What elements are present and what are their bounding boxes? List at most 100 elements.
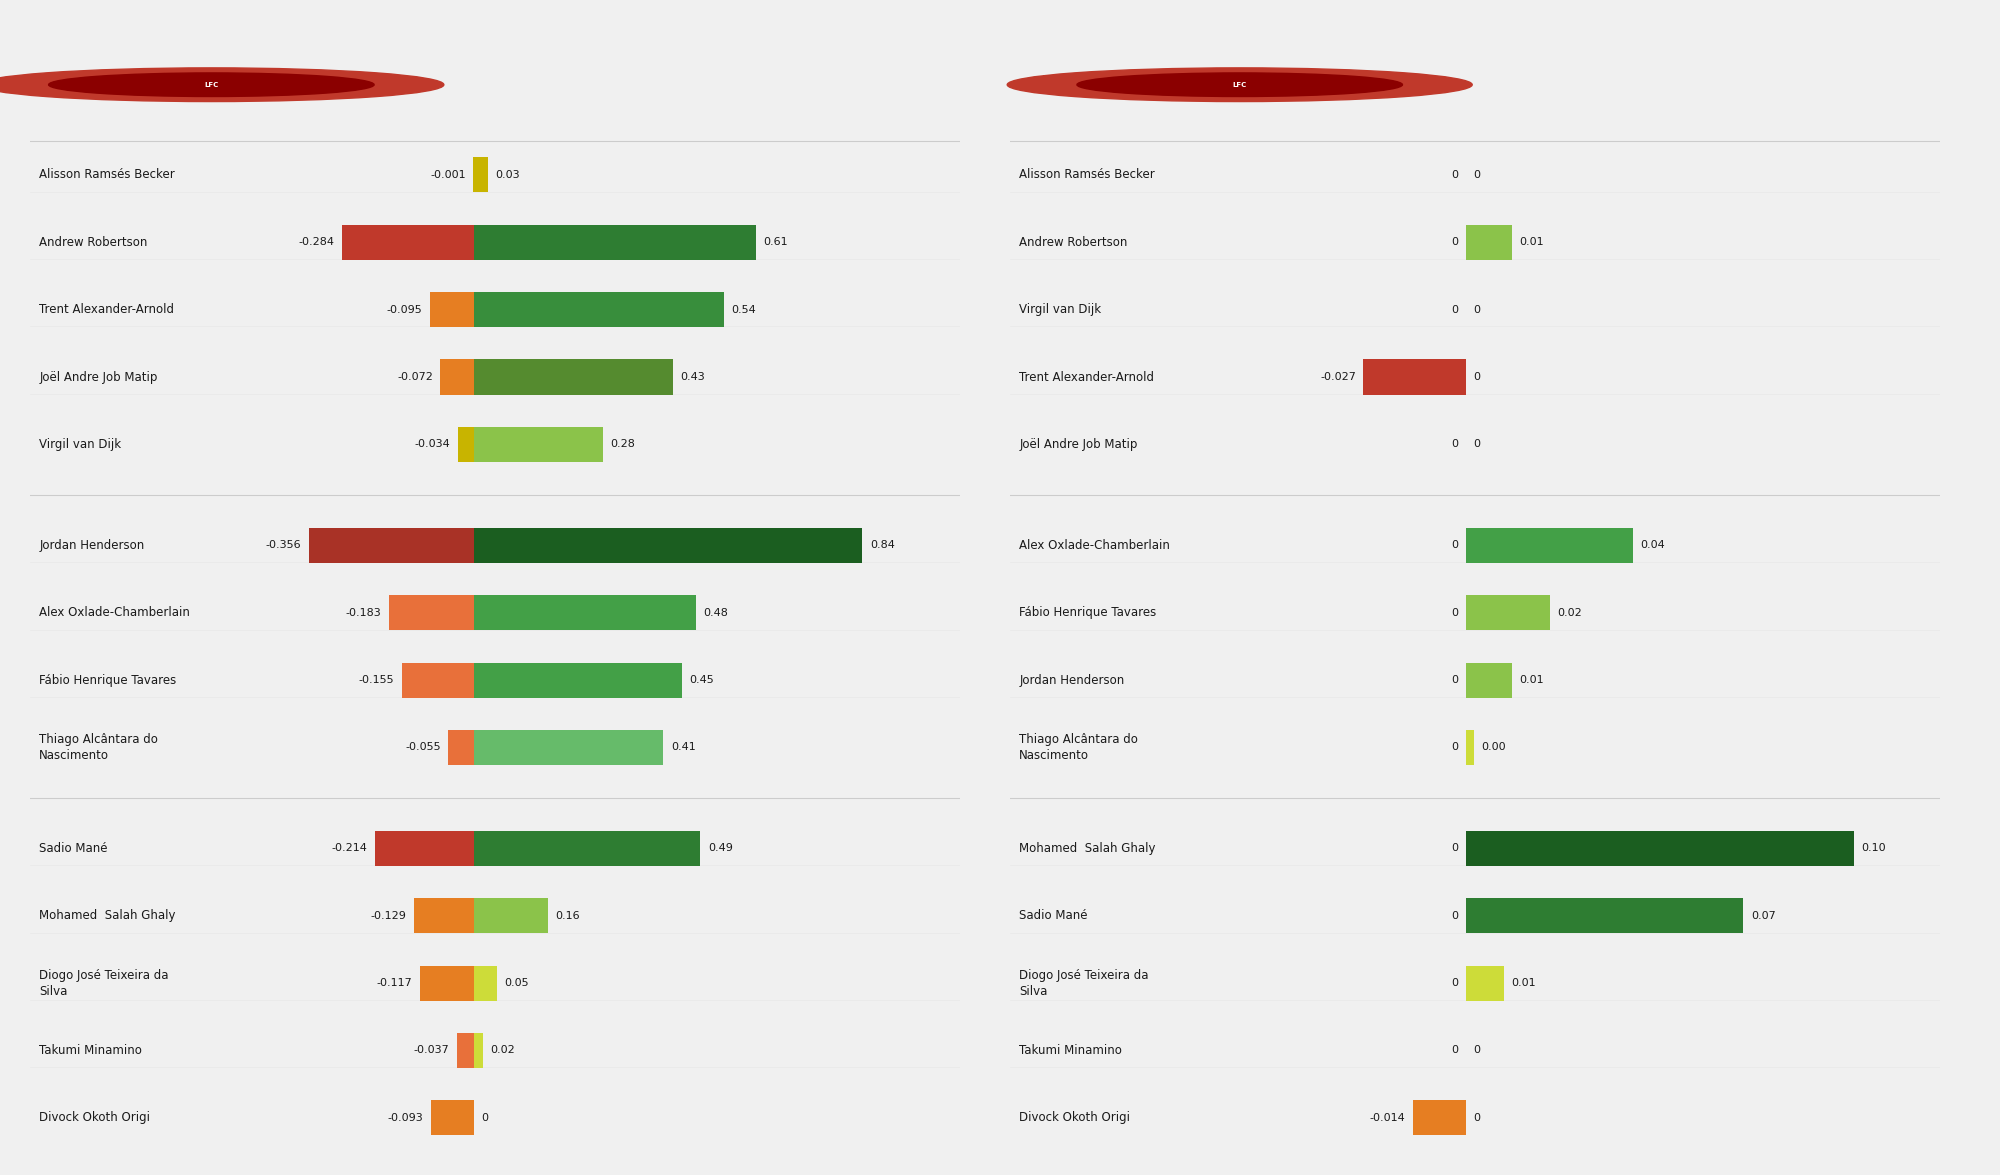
- FancyBboxPatch shape: [474, 224, 756, 260]
- FancyBboxPatch shape: [474, 663, 682, 698]
- Circle shape: [1008, 68, 1472, 101]
- Text: Mohamed  Salah Ghaly: Mohamed Salah Ghaly: [40, 909, 176, 922]
- FancyBboxPatch shape: [474, 157, 488, 193]
- FancyBboxPatch shape: [474, 293, 724, 327]
- FancyBboxPatch shape: [430, 293, 474, 327]
- FancyBboxPatch shape: [474, 831, 700, 866]
- Circle shape: [0, 68, 444, 101]
- Text: Divock Okoth Origi: Divock Okoth Origi: [1020, 1112, 1130, 1124]
- Text: 0.02: 0.02: [490, 1046, 516, 1055]
- Text: 0.16: 0.16: [556, 911, 580, 921]
- Text: 0: 0: [1452, 304, 1458, 315]
- FancyBboxPatch shape: [414, 898, 474, 933]
- Text: 0: 0: [1452, 439, 1458, 449]
- Text: Silva: Silva: [40, 985, 68, 998]
- Text: xT from Dribbles: xT from Dribbles: [1028, 75, 1238, 95]
- FancyBboxPatch shape: [474, 360, 672, 395]
- Text: Virgil van Dijk: Virgil van Dijk: [1020, 303, 1102, 316]
- Text: -0.014: -0.014: [1370, 1113, 1406, 1123]
- Text: Thiago Alcântara do: Thiago Alcântara do: [1020, 733, 1138, 746]
- Text: 0: 0: [1452, 676, 1458, 685]
- FancyBboxPatch shape: [474, 730, 664, 765]
- Text: 0.43: 0.43: [680, 372, 704, 382]
- FancyBboxPatch shape: [474, 966, 496, 1001]
- FancyBboxPatch shape: [430, 1100, 474, 1135]
- Text: 0: 0: [1474, 439, 1480, 449]
- Text: -0.072: -0.072: [398, 372, 432, 382]
- Text: 0: 0: [1452, 911, 1458, 921]
- Text: 0.84: 0.84: [870, 540, 894, 550]
- Text: Trent Alexander-Arnold: Trent Alexander-Arnold: [40, 303, 174, 316]
- Text: 0: 0: [1452, 844, 1458, 853]
- FancyBboxPatch shape: [1412, 1100, 1466, 1135]
- Text: 0.28: 0.28: [610, 439, 636, 449]
- Text: 0: 0: [1452, 607, 1458, 618]
- FancyBboxPatch shape: [474, 898, 548, 933]
- FancyBboxPatch shape: [448, 730, 474, 765]
- FancyBboxPatch shape: [474, 427, 604, 462]
- Text: -0.117: -0.117: [376, 978, 412, 988]
- Text: 0.01: 0.01: [1512, 978, 1536, 988]
- Circle shape: [1076, 73, 1402, 96]
- Text: 0.07: 0.07: [1750, 911, 1776, 921]
- Text: Silva: Silva: [1020, 985, 1048, 998]
- FancyBboxPatch shape: [1466, 730, 1474, 765]
- Text: 0.04: 0.04: [1640, 540, 1666, 550]
- Text: Alisson Ramsés Becker: Alisson Ramsés Becker: [40, 168, 176, 181]
- Text: Takumi Minamino: Takumi Minamino: [1020, 1043, 1122, 1058]
- Text: Diogo José Teixeira da: Diogo José Teixeira da: [1020, 968, 1148, 981]
- Text: -0.129: -0.129: [370, 911, 406, 921]
- Text: -0.055: -0.055: [406, 743, 440, 752]
- Text: 0: 0: [1474, 304, 1480, 315]
- Text: 0: 0: [1452, 237, 1458, 247]
- Text: Andrew Robertson: Andrew Robertson: [1020, 236, 1128, 249]
- Text: -0.001: -0.001: [430, 170, 466, 180]
- Text: Alex Oxlade-Chamberlain: Alex Oxlade-Chamberlain: [1020, 539, 1170, 552]
- Text: Joël Andre Job Matip: Joël Andre Job Matip: [1020, 438, 1138, 451]
- Text: -0.356: -0.356: [266, 540, 302, 550]
- Text: 0: 0: [1452, 170, 1458, 180]
- Text: 0.41: 0.41: [670, 743, 696, 752]
- Text: Alex Oxlade-Chamberlain: Alex Oxlade-Chamberlain: [40, 606, 190, 619]
- Text: 0.01: 0.01: [1520, 237, 1544, 247]
- Text: 0.49: 0.49: [708, 844, 732, 853]
- Text: Nascimento: Nascimento: [1020, 748, 1090, 763]
- FancyBboxPatch shape: [1466, 831, 1854, 866]
- Text: -0.284: -0.284: [298, 237, 334, 247]
- FancyBboxPatch shape: [474, 1033, 482, 1068]
- Text: xT from Passes: xT from Passes: [48, 75, 238, 95]
- Text: 0.10: 0.10: [1860, 844, 1886, 853]
- Text: Nascimento: Nascimento: [40, 748, 110, 763]
- Text: -0.095: -0.095: [386, 304, 422, 315]
- FancyBboxPatch shape: [1466, 966, 1504, 1001]
- FancyBboxPatch shape: [456, 1033, 474, 1068]
- Text: LFC: LFC: [204, 82, 218, 88]
- Text: 0: 0: [1474, 1113, 1480, 1123]
- FancyBboxPatch shape: [1466, 898, 1744, 933]
- Text: -0.214: -0.214: [332, 844, 368, 853]
- Text: 0.54: 0.54: [730, 304, 756, 315]
- FancyBboxPatch shape: [458, 427, 474, 462]
- FancyBboxPatch shape: [402, 663, 474, 698]
- Text: Jordan Henderson: Jordan Henderson: [40, 539, 144, 552]
- Text: -0.155: -0.155: [358, 676, 394, 685]
- Text: Sadio Mané: Sadio Mané: [40, 842, 108, 855]
- Circle shape: [48, 73, 374, 96]
- FancyBboxPatch shape: [440, 360, 474, 395]
- Text: 0: 0: [1474, 372, 1480, 382]
- FancyBboxPatch shape: [310, 528, 474, 563]
- FancyBboxPatch shape: [342, 224, 474, 260]
- FancyBboxPatch shape: [474, 596, 696, 630]
- Text: -0.183: -0.183: [346, 607, 382, 618]
- FancyBboxPatch shape: [1466, 528, 1634, 563]
- Text: 0: 0: [482, 1113, 488, 1123]
- Text: Divock Okoth Origi: Divock Okoth Origi: [40, 1112, 150, 1124]
- Text: 0.03: 0.03: [496, 170, 520, 180]
- Text: 0: 0: [1452, 540, 1458, 550]
- Text: Takumi Minamino: Takumi Minamino: [40, 1043, 142, 1058]
- Text: 0.61: 0.61: [764, 237, 788, 247]
- Text: Fábio Henrique Tavares: Fábio Henrique Tavares: [1020, 606, 1156, 619]
- FancyBboxPatch shape: [1466, 596, 1550, 630]
- Text: -0.093: -0.093: [388, 1113, 424, 1123]
- Text: -0.034: -0.034: [414, 439, 450, 449]
